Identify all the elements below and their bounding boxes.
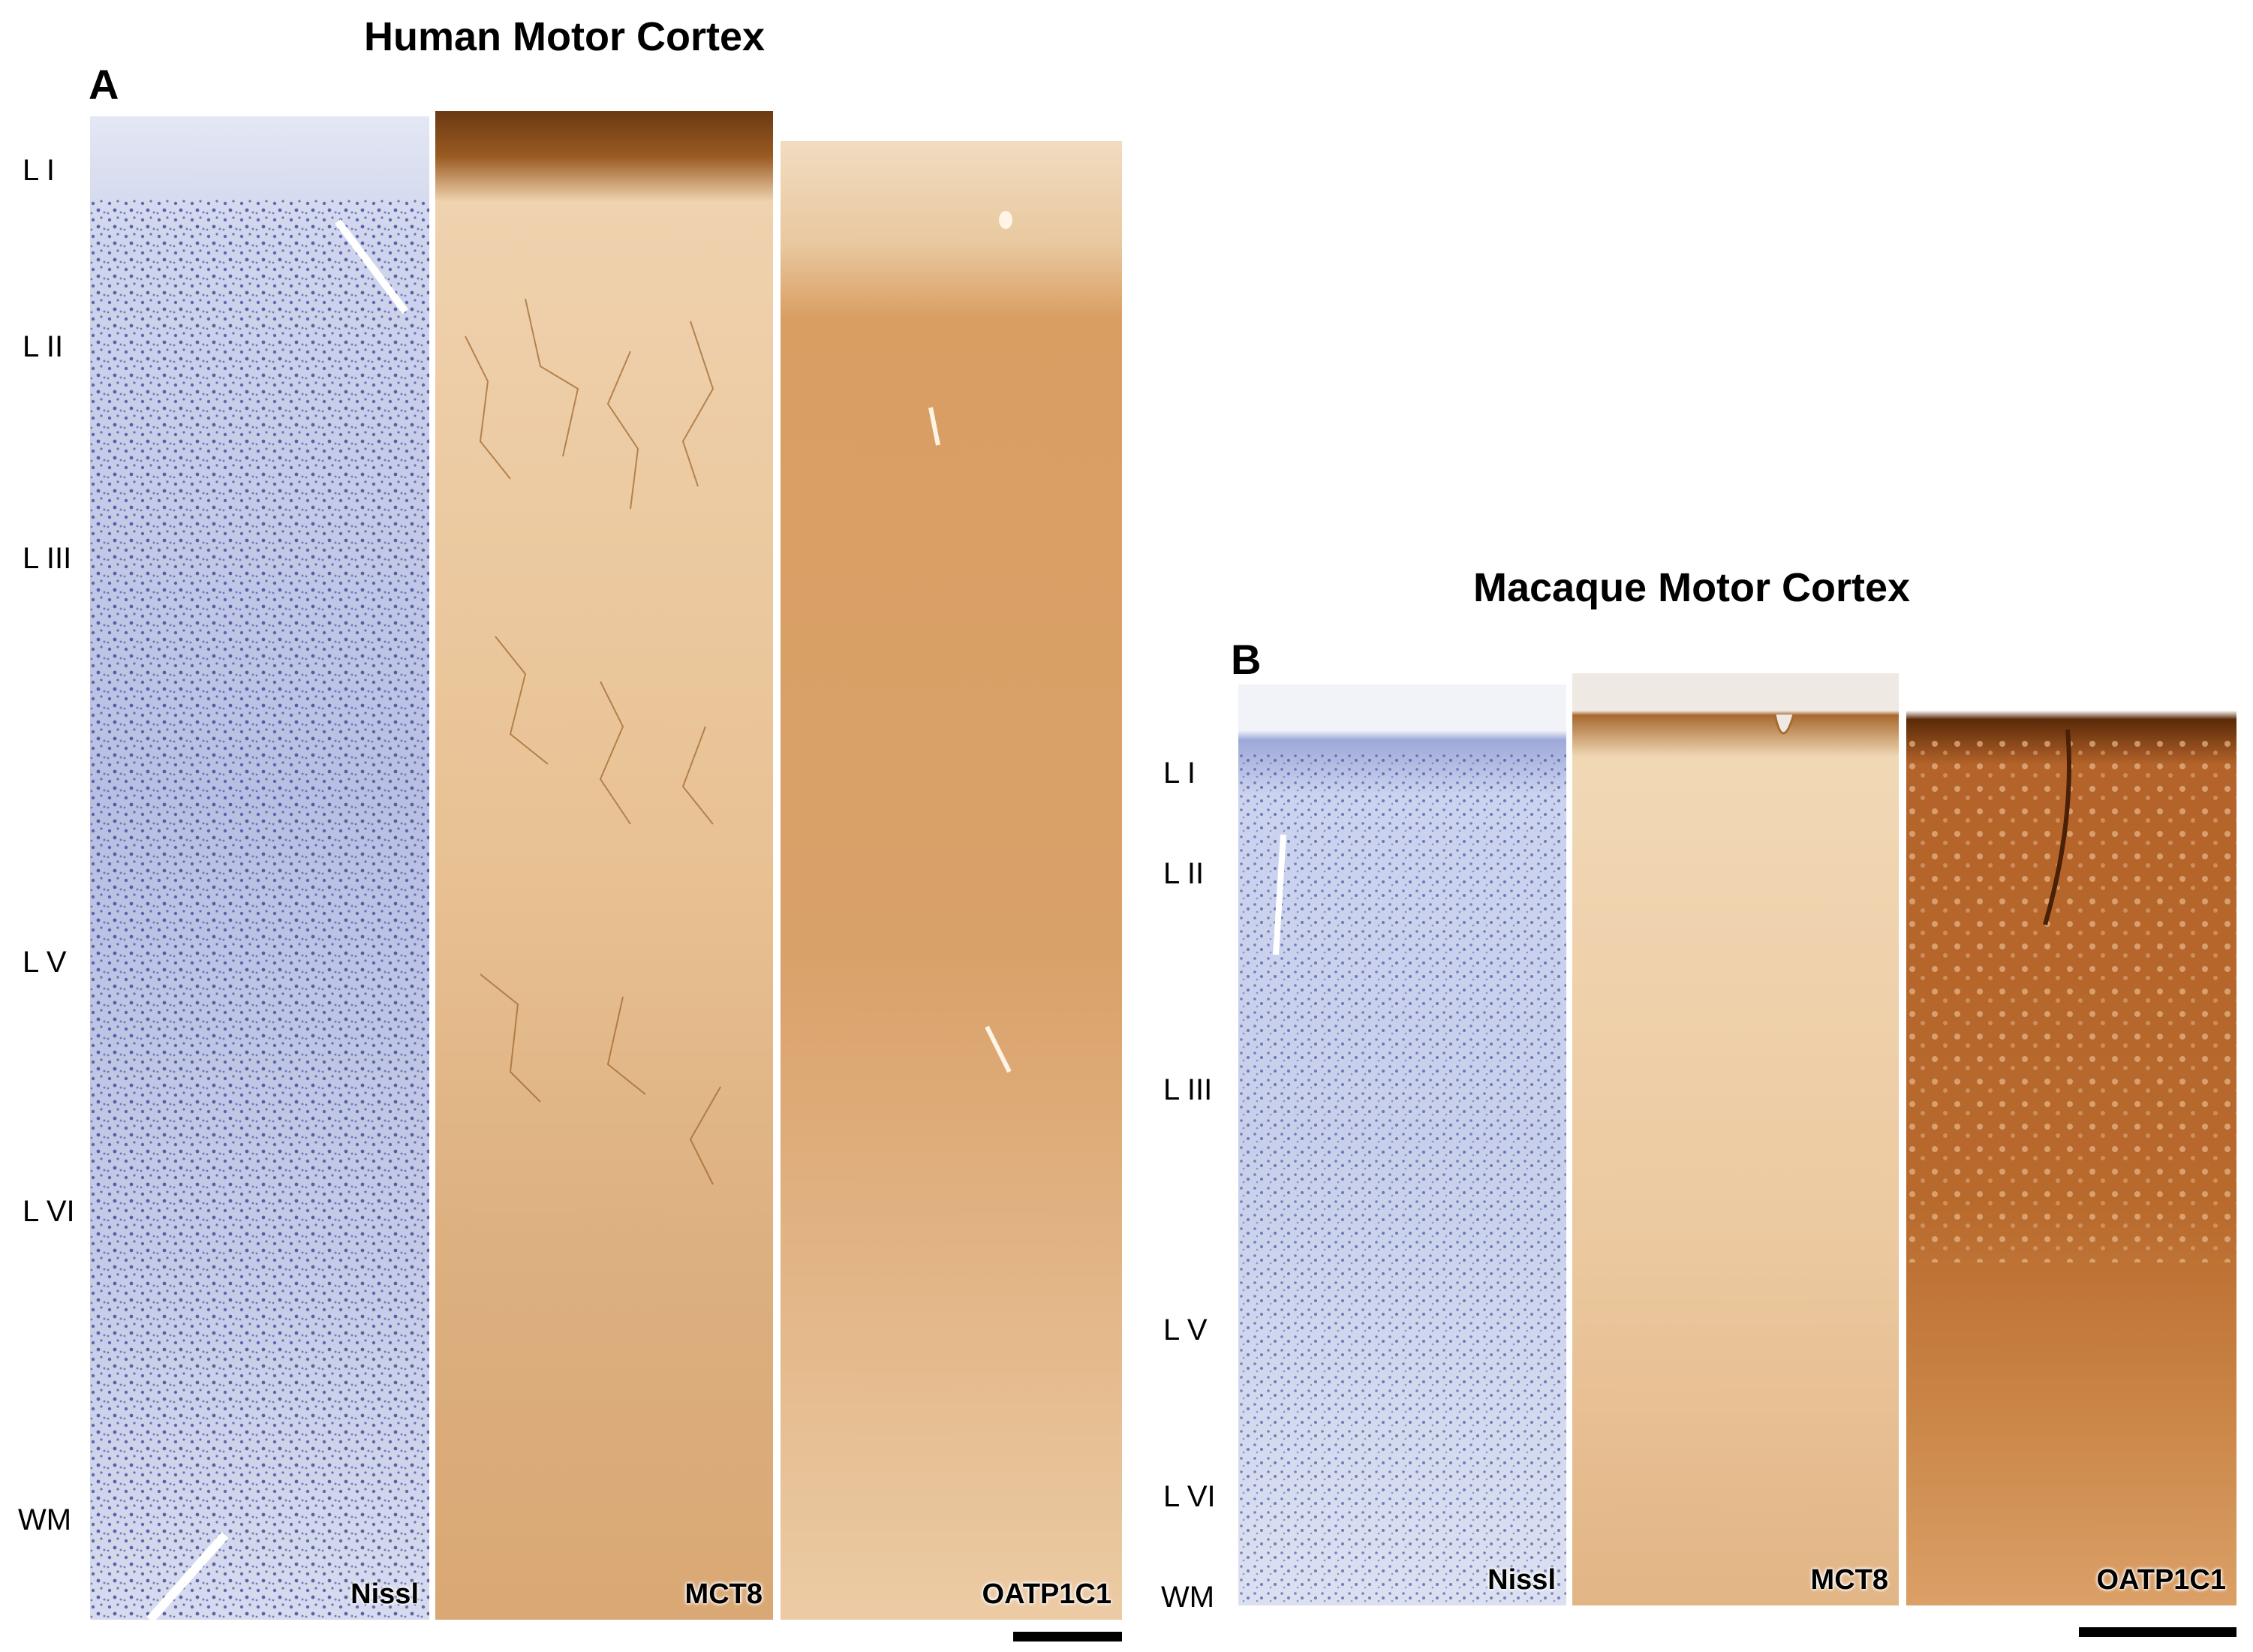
layer-label-b-l2: L II — [1163, 857, 1205, 890]
stain-label-macaque-oatp1c1: OATP1C1 — [2096, 1564, 2226, 1596]
stain-label-human-mct8: MCT8 — [684, 1578, 763, 1610]
panel-label-b: B — [1231, 636, 1262, 683]
layer-label-b-l1: L I — [1163, 757, 1196, 790]
human-oatp1c1-panel: OATP1C1 — [781, 141, 1122, 1620]
human-mct8-panel: MCT8 — [435, 111, 773, 1620]
macaque-nissl-panel: Nissl — [1238, 685, 1566, 1605]
layer-label-b-wm: WM — [1161, 1581, 1215, 1614]
layer-label-a-l2: L II — [23, 330, 64, 363]
stain-label-macaque-mct8: MCT8 — [1810, 1564, 1888, 1596]
layer-label-b-l3: L III — [1163, 1073, 1213, 1106]
stain-label-human-oatp1c1: OATP1C1 — [982, 1578, 1111, 1610]
layer-label-b-l5: L V — [1163, 1313, 1208, 1347]
stain-label-macaque-nissl: Nissl — [1487, 1564, 1556, 1596]
macaque-oatp1c1-panel: OATP1C1 — [1906, 692, 2236, 1605]
stain-label-human-nissl: Nissl — [350, 1578, 419, 1610]
layer-label-a-l5: L V — [23, 946, 67, 979]
macaque-mct8-panel: MCT8 — [1572, 673, 1899, 1605]
scale-bar-b — [2079, 1627, 2236, 1637]
layer-label-b-l6: L VI — [1163, 1480, 1216, 1513]
human-nissl-panel: Nissl — [90, 116, 429, 1620]
layer-label-a-l1: L I — [23, 154, 55, 187]
layer-label-a-l3: L III — [23, 542, 72, 575]
layer-label-a-wm: WM — [18, 1503, 72, 1536]
panel-label-a: A — [89, 61, 119, 108]
layer-label-a-l6: L VI — [23, 1195, 75, 1228]
scale-bar-a — [1013, 1632, 1122, 1641]
figure-b-title: Macaque Motor Cortex — [1473, 565, 1911, 610]
figure-a-title: Human Motor Cortex — [364, 14, 766, 59]
